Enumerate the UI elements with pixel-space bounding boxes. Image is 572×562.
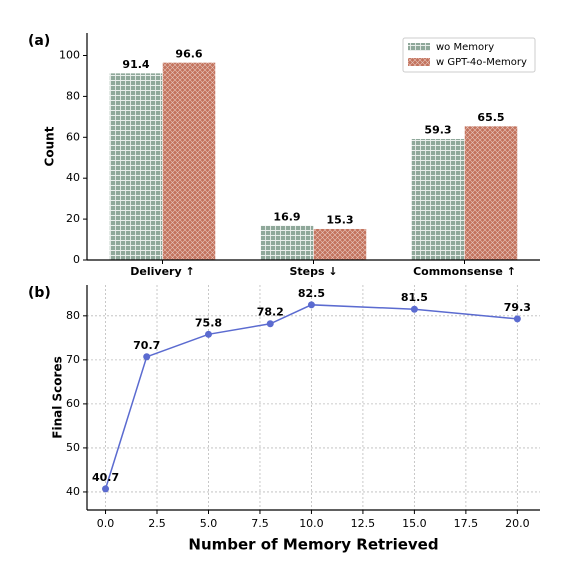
legend-label: w GPT-4o-Memory	[436, 57, 527, 68]
x-tick-label: 0.0	[97, 517, 115, 530]
y-tick-label: 60	[66, 397, 80, 410]
bar	[109, 72, 163, 261]
x-tick-label: Steps ↓	[289, 265, 337, 278]
legend-box	[402, 37, 536, 73]
x-tick-label: 12.5	[351, 517, 376, 530]
x-tick-label: 17.5	[454, 517, 479, 530]
value-label: 75.8	[195, 316, 222, 329]
legend-swatch	[408, 43, 430, 51]
bar	[411, 138, 465, 261]
x-tick-label: 20.0	[505, 517, 530, 530]
y-tick-label: 20	[66, 212, 80, 225]
point	[410, 305, 418, 313]
y-tick-label: 0	[73, 253, 80, 266]
y-tick-label: 100	[59, 48, 80, 61]
y-tick-label: 80	[66, 309, 80, 322]
value-label: 40.7	[92, 471, 119, 484]
x-tick-label: 15.0	[402, 517, 427, 530]
panel-label: (a)	[28, 33, 50, 49]
x-tick-label: Delivery ↑	[130, 265, 194, 278]
y-tick-label: 80	[66, 89, 80, 102]
x-tick-label: 7.5	[251, 517, 269, 530]
x-tick-label: 10.0	[299, 517, 324, 530]
value-label: 96.6	[175, 47, 202, 60]
value-label: 91.4	[122, 58, 149, 71]
legend-label: wo Memory	[436, 42, 494, 53]
point	[307, 301, 315, 309]
x-tick-label: 5.0	[200, 517, 218, 530]
value-label: 70.7	[133, 339, 160, 352]
legend-swatch	[408, 58, 430, 66]
bar	[260, 225, 314, 261]
panel-label: (b)	[28, 285, 51, 301]
value-label: 78.2	[257, 306, 284, 319]
y-tick-label: 70	[66, 353, 80, 366]
value-label: 15.3	[326, 214, 353, 227]
x-tick-label: Commonsense ↑	[413, 265, 516, 278]
point	[204, 330, 212, 338]
y-axis-label: Final Scores	[51, 356, 65, 438]
value-label: 16.9	[273, 210, 300, 223]
y-tick-label: 60	[66, 130, 80, 143]
point	[102, 485, 110, 493]
y-tick-label: 40	[66, 485, 80, 498]
bar	[162, 62, 216, 261]
value-label: 81.5	[401, 291, 428, 304]
point	[513, 315, 521, 323]
x-tick-label: 2.5	[148, 517, 166, 530]
bar	[313, 228, 367, 261]
value-label: 82.5	[298, 287, 325, 300]
y-tick-label: 40	[66, 171, 80, 184]
value-label: 79.3	[504, 301, 531, 314]
point	[143, 353, 151, 361]
value-label: 65.5	[477, 111, 504, 124]
y-tick-label: 50	[66, 441, 80, 454]
point	[266, 320, 274, 328]
value-label: 59.3	[424, 124, 451, 137]
x-axis-label: Number of Memory Retrieved	[188, 536, 438, 554]
bar	[464, 125, 518, 261]
y-axis-label: Count	[43, 126, 57, 166]
